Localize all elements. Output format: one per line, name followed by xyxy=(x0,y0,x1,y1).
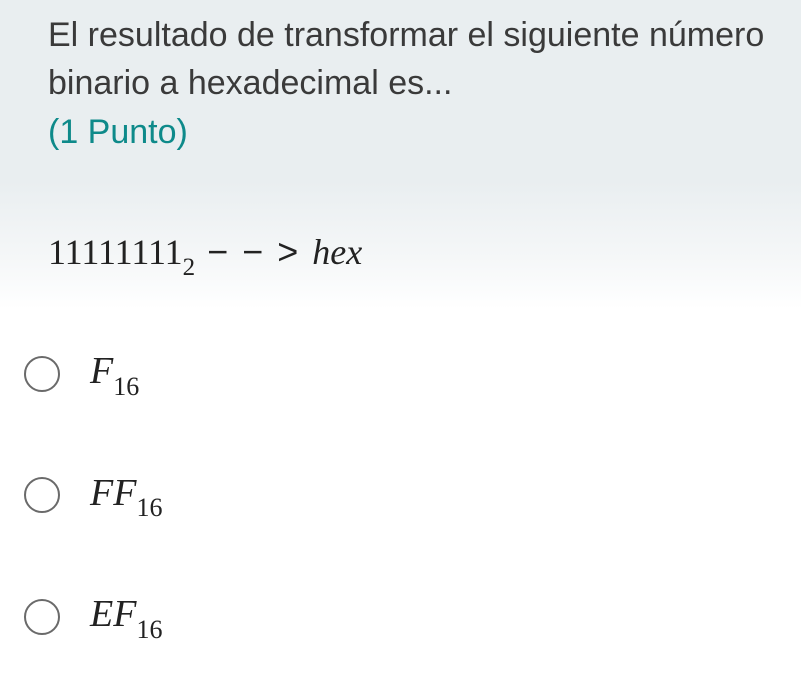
option-label: FF16 xyxy=(90,471,162,521)
conversion-formula: 111111112 − − > hex xyxy=(48,231,801,279)
option-base: 16 xyxy=(136,615,162,644)
target-word: hex xyxy=(312,232,362,272)
options-list: F16 FF16 EF16 xyxy=(0,309,801,642)
formula-section: 111111112 − − > hex xyxy=(0,181,801,309)
option-letters: EF xyxy=(90,593,136,635)
arrow-symbol: − − > xyxy=(195,231,312,272)
binary-value: 11111111 xyxy=(48,232,183,272)
option-letters: FF xyxy=(90,472,136,514)
radio-button[interactable] xyxy=(24,477,60,513)
binary-base: 2 xyxy=(183,254,196,281)
option-row[interactable]: F16 xyxy=(24,349,801,399)
option-base: 16 xyxy=(113,372,139,401)
radio-button[interactable] xyxy=(24,356,60,392)
option-label: F16 xyxy=(90,349,139,399)
option-base: 16 xyxy=(136,493,162,522)
option-letters: F xyxy=(90,350,113,392)
question-text: El resultado de transformar el siguiente… xyxy=(48,12,801,107)
points-label: (1 Punto) xyxy=(48,109,801,157)
option-label: EF16 xyxy=(90,592,162,642)
option-row[interactable]: EF16 xyxy=(24,592,801,642)
option-row[interactable]: FF16 xyxy=(24,471,801,521)
question-header: El resultado de transformar el siguiente… xyxy=(0,0,801,181)
radio-button[interactable] xyxy=(24,599,60,635)
